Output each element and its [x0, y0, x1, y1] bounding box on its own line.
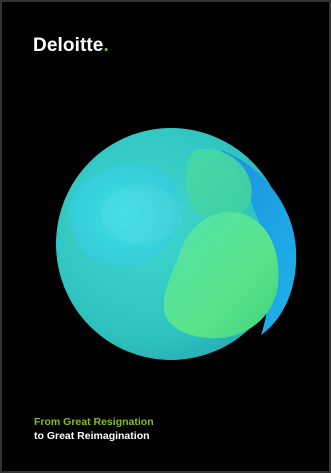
logo-dot: .: [103, 35, 109, 56]
cover-tagline: From Great Resignation to Great Reimagin…: [34, 416, 154, 443]
tagline-line-2: to Great Reimagination: [34, 429, 150, 442]
sphere-upper-right-lobe: [186, 149, 252, 220]
sphere-left-blob: [69, 164, 180, 267]
tagline-line-1: From Great Resignation: [34, 416, 154, 428]
sphere-lower-right-blob: [163, 211, 279, 339]
organic-sphere-graphic: [56, 128, 297, 360]
sphere-highlight: [101, 185, 181, 245]
deloitte-logo: Deloitte.: [33, 36, 109, 55]
logo-wordmark: Deloitte: [33, 35, 104, 56]
